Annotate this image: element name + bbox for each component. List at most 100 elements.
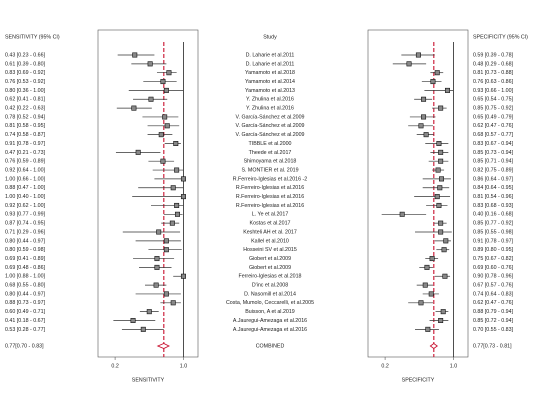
x-tick-label: 1.0	[180, 363, 187, 369]
value-label: 0.93 [0.77 - 0.99]	[5, 212, 46, 218]
point-estimate	[154, 264, 160, 270]
x-tick-label: 1.0	[450, 363, 457, 369]
value-label: 0.74 [0.64 - 0.83]	[473, 291, 514, 297]
value-label: 0.92 [0.64 - 1.00]	[5, 167, 46, 173]
value-label: 0.65 [0.49 - 0.79]	[473, 114, 514, 120]
value-label: 0.80 [0.44 - 0.97]	[5, 291, 46, 297]
axis-title: SPECIFICITY	[402, 377, 435, 383]
value-label: 0.69 [0.60 - 0.76]	[473, 265, 514, 271]
value-label: 0.43 [0.23 - 0.66]	[5, 52, 46, 58]
study-name: R.Ferreiro-Iglesias et al.2016	[236, 185, 304, 191]
value-label: 0.83 [0.67 - 0.94]	[473, 141, 514, 147]
point-estimate	[173, 141, 179, 147]
point-estimate	[436, 141, 442, 147]
point-estimate	[444, 87, 450, 93]
study-name: Giobert et al.2009	[249, 256, 291, 262]
study-name: TIBBLE et al.2000	[249, 141, 292, 147]
point-estimate	[438, 105, 444, 111]
point-estimate	[135, 149, 141, 155]
value-label: 0.67 [0.57 - 0.76]	[473, 283, 514, 289]
combined-diamond	[429, 342, 438, 350]
value-label: 0.86 [0.64 - 0.97]	[473, 176, 514, 182]
value-label: 0.85 [0.77 - 0.92]	[473, 221, 514, 227]
value-label: 0.70 [0.55 - 0.83]	[473, 327, 514, 333]
study-name: Giobert et al.2009	[249, 265, 291, 271]
point-estimate	[140, 326, 146, 332]
combined-diamond	[156, 343, 170, 349]
value-label: 0.93 [0.66 - 1.00]	[473, 88, 514, 94]
value-label: 0.80 [0.36 - 1.00]	[5, 88, 46, 94]
study-name: Buisson, A et al.2019	[245, 309, 295, 315]
value-label: 0.80 [0.59 - 0.98]	[5, 247, 46, 253]
point-estimate	[423, 132, 429, 138]
combined-label: 0.77[0.73 - 0.81]	[473, 343, 512, 349]
value-label: 0.85 [0.73 - 0.94]	[473, 150, 514, 156]
value-label: 0.62 [0.47 - 0.76]	[473, 300, 514, 306]
value-label: 0.92 [0.62 - 1.00]	[5, 203, 46, 209]
value-label: 0.91 [0.78 - 0.97]	[5, 141, 46, 147]
point-estimate	[418, 300, 424, 306]
study-name: V. García-Sánchez et al.2009	[235, 123, 304, 129]
value-label: 0.80 [0.44 - 0.97]	[5, 238, 46, 244]
point-estimate	[174, 211, 180, 217]
point-estimate	[163, 87, 169, 93]
value-label: 0.78 [0.52 - 0.94]	[5, 114, 46, 120]
point-estimate	[180, 176, 186, 182]
point-estimate	[180, 273, 186, 279]
point-estimate	[163, 247, 169, 253]
point-estimate	[399, 211, 405, 217]
value-label: 0.88 [0.47 - 1.00]	[5, 185, 46, 191]
point-estimate	[153, 282, 159, 288]
value-label: 0.74 [0.58 - 0.87]	[5, 132, 46, 138]
value-label: 0.91 [0.78 - 0.97]	[473, 238, 514, 244]
value-label: 0.85 [0.71 - 0.94]	[473, 159, 514, 165]
point-estimate	[429, 256, 435, 262]
point-estimate	[441, 247, 447, 253]
study-name: D. Laharie et al.2011	[246, 61, 295, 67]
study-name: A.Jauregui-Amezaga et al.2016	[233, 318, 307, 324]
value-label: 0.62 [0.47 - 0.76]	[473, 123, 514, 129]
study-header: Study	[263, 34, 277, 40]
panel-header: SPECIFICITY (95% CI)	[473, 34, 528, 40]
point-estimate	[421, 96, 427, 102]
study-name: Yamamoto et al.2018	[245, 70, 295, 76]
study-name: S. MONTIER et al. 2019	[241, 167, 298, 173]
value-label: 0.90 [0.78 - 0.96]	[473, 274, 514, 280]
point-estimate	[169, 220, 175, 226]
value-label: 0.88 [0.79 - 0.94]	[473, 309, 514, 315]
point-estimate	[158, 132, 164, 138]
value-label: 0.84 [0.64 - 0.95]	[473, 185, 514, 191]
point-estimate	[430, 79, 436, 85]
value-label: 0.53 [0.28 - 0.77]	[5, 327, 46, 333]
point-estimate	[418, 123, 424, 129]
value-label: 0.76 [0.63 - 0.86]	[473, 79, 514, 85]
value-label: 0.81 [0.73 - 0.88]	[473, 70, 514, 76]
point-estimate	[162, 114, 168, 120]
value-label: 0.82 [0.75 - 0.89]	[473, 167, 514, 173]
study-name: A.Jauregui-Amezaga et al.2016	[233, 327, 307, 333]
study-name: Ferreiro-Iglesias et al.2018	[238, 274, 301, 280]
value-label: 0.83 [0.68 - 0.93]	[473, 203, 514, 209]
study-name: Costa, Mumolo, Ceccarelli, et al.2005	[226, 300, 314, 306]
point-estimate	[436, 202, 442, 208]
point-estimate	[422, 282, 428, 288]
point-estimate	[424, 264, 430, 270]
point-estimate	[415, 52, 421, 58]
point-estimate	[131, 105, 137, 111]
value-label: 0.41 [0.18 - 0.67]	[5, 318, 46, 324]
point-estimate	[438, 317, 444, 323]
panel-header: SENSITIVITY (95% CI)	[5, 34, 60, 40]
value-label: 0.65 [0.54 - 0.75]	[473, 97, 514, 103]
point-estimate	[406, 61, 412, 67]
value-label: 0.61 [0.39 - 0.80]	[5, 61, 46, 67]
value-label: 0.85 [0.75 - 0.92]	[473, 106, 514, 112]
plot-frame	[97, 29, 199, 358]
study-name: Yamamoto et al.2013	[245, 88, 295, 94]
value-label: 0.68 [0.57 - 0.77]	[473, 132, 514, 138]
point-estimate	[170, 185, 176, 191]
study-name: Keshteli AH et al. 2017	[243, 229, 297, 235]
point-estimate	[163, 238, 169, 244]
point-estimate	[428, 291, 434, 297]
point-estimate	[438, 158, 444, 164]
